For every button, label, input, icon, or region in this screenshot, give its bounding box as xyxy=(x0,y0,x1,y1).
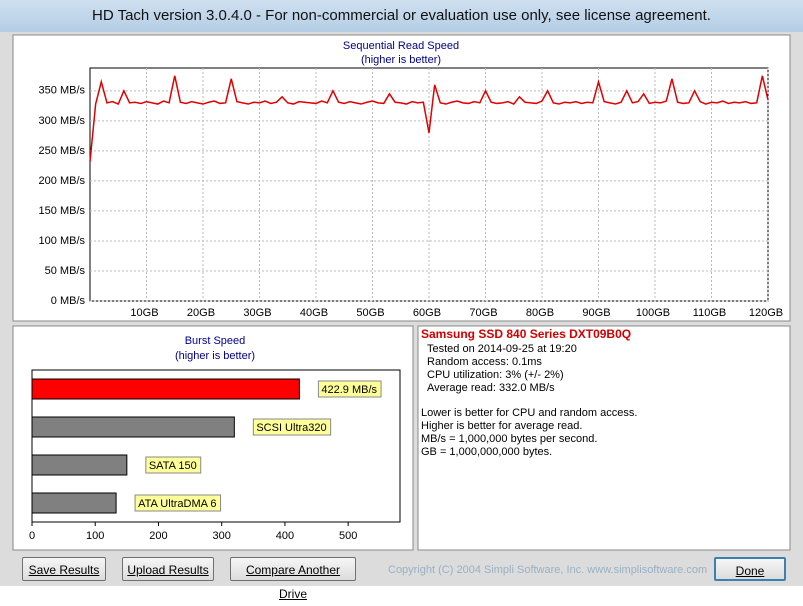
x-tick-label: 110GB xyxy=(693,307,726,319)
bar xyxy=(31,492,117,514)
x-tick-label: 120GB xyxy=(749,307,783,319)
button[interactable]: Compare Another Drive xyxy=(230,557,356,601)
chart-title: Burst Speed xyxy=(185,335,246,347)
copyright: Copyright (C) 2004 Simpli Software, Inc.… xyxy=(388,564,708,576)
info-line: Random access: 0.1ms xyxy=(427,356,542,368)
bar-label-box xyxy=(317,380,382,398)
x-tick-label: 50GB xyxy=(356,307,384,319)
x-tick-label: 70GB xyxy=(469,307,497,319)
y-tick-label: 50 MB/s xyxy=(45,265,86,277)
bar-label: ATA UltraDMA 6 xyxy=(138,498,216,510)
info-line: GB = 1,000,000,000 bytes. xyxy=(421,446,552,458)
bar xyxy=(31,378,300,400)
bar xyxy=(31,454,128,476)
info-line: Higher is better for average read. xyxy=(421,420,582,432)
x-tick-label: 20GB xyxy=(187,307,215,319)
x-tick-label: 100 xyxy=(86,530,104,542)
y-tick-label: 0 MB/s xyxy=(51,295,86,307)
bar-label: SATA 150 xyxy=(149,460,197,472)
info-line: MB/s = 1,000,000 bytes per second. xyxy=(421,433,597,445)
button[interactable]: Save Results xyxy=(22,557,106,581)
bar-label: 422.9 MB/s xyxy=(321,384,377,396)
x-tick-label: 40GB xyxy=(300,307,328,319)
x-tick-label: 300 xyxy=(213,530,231,542)
y-tick-label: 300 MB/s xyxy=(39,115,86,127)
info-line: Tested on 2014-09-25 at 19:20 xyxy=(427,343,577,355)
x-tick-label: 400 xyxy=(276,530,294,542)
x-tick-label: 90GB xyxy=(582,307,610,319)
y-tick-label: 150 MB/s xyxy=(39,205,86,217)
chart-subtitle: (higher is better) xyxy=(361,54,441,66)
x-tick-label: 30GB xyxy=(243,307,271,319)
charts: Sequential Read Speed (higher is better)… xyxy=(12,34,791,551)
x-tick-label: 0 xyxy=(29,530,35,542)
bar-label-box xyxy=(252,418,332,436)
y-tick-label: 200 MB/s xyxy=(39,175,86,187)
info-line: Average read: 332.0 MB/s xyxy=(427,382,555,394)
bar-label-box xyxy=(134,494,222,512)
bar-label-box xyxy=(145,456,202,474)
x-tick-label: 80GB xyxy=(526,307,554,319)
button[interactable]: Done xyxy=(714,557,786,581)
title-bar: HD Tach version 3.0.4.0 - For non-commer… xyxy=(0,0,803,32)
y-tick-label: 350 MB/s xyxy=(39,85,86,97)
chart-subtitle: (higher is better) xyxy=(175,350,255,362)
y-tick-label: 100 MB/s xyxy=(39,235,86,247)
info-line: Lower is better for CPU and random acces… xyxy=(421,407,637,419)
read-line xyxy=(89,75,769,162)
drive-name: Samsung SSD 840 Series DXT09B0Q xyxy=(421,327,631,341)
button[interactable]: Upload Results xyxy=(122,557,214,581)
bar xyxy=(31,416,235,438)
y-tick-label: 250 MB/s xyxy=(39,145,86,157)
chart-title: Sequential Read Speed xyxy=(343,40,459,52)
x-tick-label: 60GB xyxy=(413,307,441,319)
info-line: CPU utilization: 3% (+/- 2%) xyxy=(427,369,564,381)
x-tick-label: 100GB xyxy=(636,307,670,319)
x-tick-label: 500 xyxy=(339,530,357,542)
x-tick-label: 10GB xyxy=(130,307,158,319)
bar-label: SCSI Ultra320 xyxy=(256,422,326,434)
info-panel xyxy=(417,325,791,551)
x-tick-label: 200 xyxy=(149,530,167,542)
